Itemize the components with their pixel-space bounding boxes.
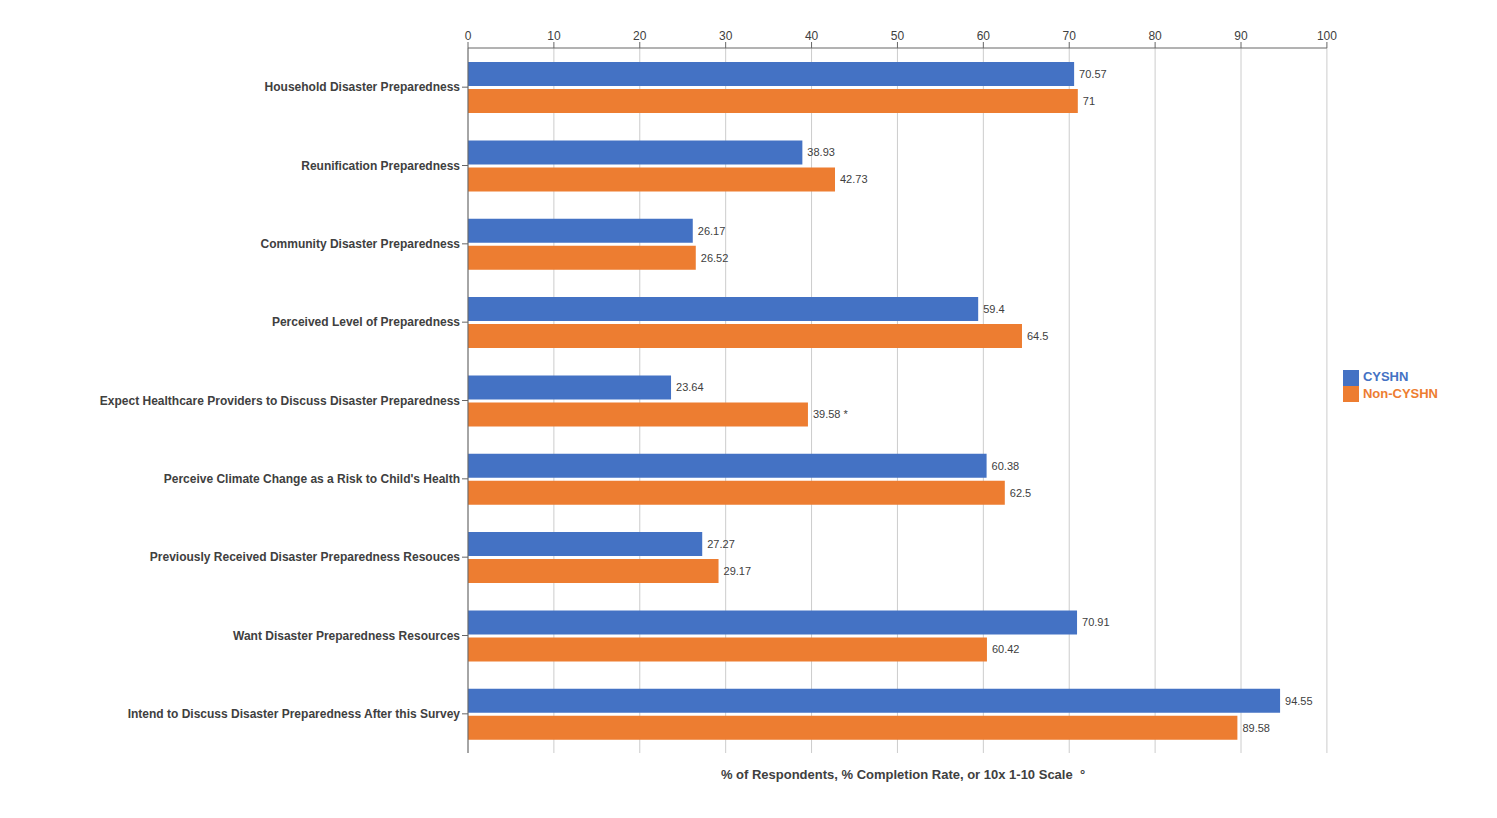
svg-text:70.91: 70.91 bbox=[1082, 616, 1110, 628]
svg-text:26.52: 26.52 bbox=[701, 252, 729, 264]
svg-text:Expect Healthcare Providers to: Expect Healthcare Providers to Discuss D… bbox=[100, 394, 460, 408]
svg-text:62.5: 62.5 bbox=[1010, 487, 1031, 499]
svg-text:38.93: 38.93 bbox=[807, 146, 835, 158]
svg-text:70: 70 bbox=[1063, 29, 1077, 43]
svg-text:64.5: 64.5 bbox=[1027, 330, 1048, 342]
svg-text:Perceived Level of Preparednes: Perceived Level of Preparedness bbox=[272, 315, 460, 329]
svg-text:30: 30 bbox=[719, 29, 733, 43]
svg-text:0: 0 bbox=[465, 29, 472, 43]
svg-text:59.4: 59.4 bbox=[983, 303, 1004, 315]
svg-text:39.58 *: 39.58 * bbox=[813, 408, 849, 420]
svg-text:71: 71 bbox=[1083, 95, 1095, 107]
svg-text:26.17: 26.17 bbox=[698, 225, 726, 237]
svg-text:Intend to Discuss Disaster Pre: Intend to Discuss Disaster Preparedness … bbox=[128, 707, 461, 721]
svg-text:90: 90 bbox=[1234, 29, 1248, 43]
html-text:Non-CYSHN: Non-CYSHN bbox=[1362, 385, 1438, 401]
svg-text:Previously Received Disaster P: Previously Received Disaster Preparednes… bbox=[150, 550, 460, 564]
svg-text:42.73: 42.73 bbox=[840, 173, 868, 185]
svg-text:40: 40 bbox=[805, 29, 819, 43]
svg-text:60.42: 60.42 bbox=[992, 643, 1020, 655]
svg-text:100: 100 bbox=[1317, 29, 1337, 43]
svg-text:60.38: 60.38 bbox=[992, 460, 1020, 472]
html-text:% of Respondents, % Completion: % of Respondents, % Completion Rate, or … bbox=[720, 767, 1086, 782]
svg-text:10: 10 bbox=[547, 29, 561, 43]
svg-text:Household Disaster Preparednes: Household Disaster Preparedness bbox=[265, 80, 461, 94]
svg-text:27.27: 27.27 bbox=[707, 538, 735, 550]
svg-text:94.55: 94.55 bbox=[1285, 695, 1313, 707]
svg-text:60: 60 bbox=[977, 29, 991, 43]
svg-text:70.57: 70.57 bbox=[1079, 68, 1107, 80]
svg-text:20: 20 bbox=[633, 29, 647, 43]
svg-text:Want Disaster Preparedness Res: Want Disaster Preparedness Resources bbox=[233, 629, 460, 643]
svg-text:23.64: 23.64 bbox=[676, 381, 704, 393]
svg-text:Community Disaster Preparednes: Community Disaster Preparedness bbox=[261, 237, 461, 251]
svg-text:Reunification Preparedness: Reunification Preparedness bbox=[301, 159, 460, 173]
svg-text:50: 50 bbox=[891, 29, 905, 43]
svg-text:Perceive Climate Change as a R: Perceive Climate Change as a Risk to Chi… bbox=[164, 472, 460, 486]
svg-text:80: 80 bbox=[1148, 29, 1162, 43]
svg-text:89.58: 89.58 bbox=[1242, 722, 1270, 734]
svg-text:29.17: 29.17 bbox=[724, 565, 752, 577]
html-text:CYSHN: CYSHN bbox=[1362, 368, 1409, 384]
